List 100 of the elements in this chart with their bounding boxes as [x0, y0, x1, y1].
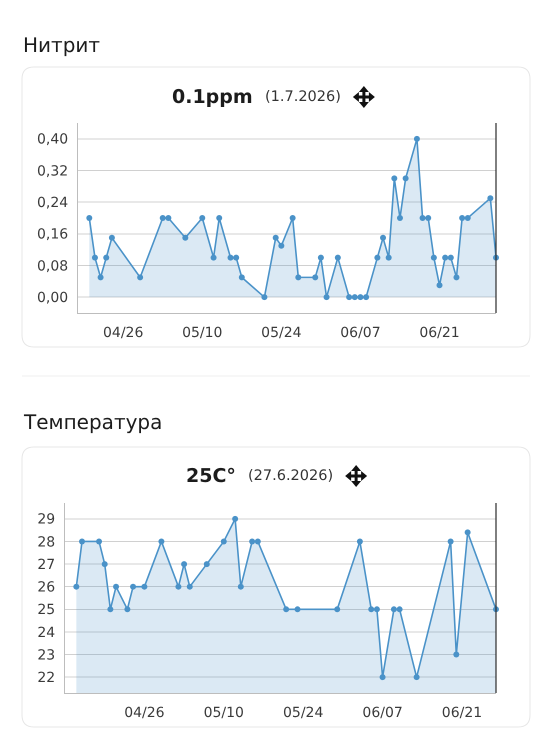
point [396, 215, 403, 221]
chart-title: Температура [23, 410, 162, 434]
y-tick-label: 28 [37, 534, 56, 550]
text: (1.7.2026) [265, 89, 341, 105]
chart-subtitle: 25C° [186, 465, 236, 487]
point [220, 538, 227, 544]
point [238, 274, 245, 280]
point [436, 282, 443, 288]
point [181, 561, 188, 568]
point [124, 606, 130, 612]
y-tick-label: 26 [37, 580, 56, 596]
point [113, 584, 120, 590]
x-tick-label: 05/10 [182, 324, 222, 341]
point [238, 584, 244, 590]
point [459, 215, 466, 221]
point [386, 254, 392, 261]
point [103, 254, 110, 261]
point [391, 175, 398, 182]
point [79, 538, 86, 544]
point [96, 538, 102, 544]
y-tick-label: 27 [37, 556, 56, 573]
point [346, 294, 352, 300]
point [272, 234, 279, 241]
y-tick-label: 24 [37, 624, 56, 641]
point [165, 215, 172, 221]
point [86, 215, 92, 221]
point [294, 606, 301, 612]
point [261, 294, 268, 300]
point [334, 254, 341, 261]
point [442, 254, 448, 261]
point [420, 215, 426, 221]
point [232, 516, 238, 522]
point [283, 606, 290, 612]
point [210, 254, 217, 261]
y-tick-label: 0,32 [37, 163, 68, 180]
point [487, 195, 494, 202]
point [414, 674, 420, 680]
x-tick-label: 05/24 [261, 324, 302, 341]
point [357, 294, 364, 300]
point [374, 254, 380, 261]
point [137, 274, 144, 280]
point [318, 254, 324, 261]
y-tick-label: 23 [37, 647, 56, 664]
point [396, 606, 403, 612]
point [141, 584, 148, 590]
point [233, 254, 240, 261]
point [175, 584, 182, 590]
point [312, 274, 318, 280]
point [73, 584, 80, 590]
y-tick-label: 29 [37, 512, 56, 528]
x-tick-label: 05/24 [283, 704, 324, 721]
point [108, 234, 115, 241]
point [182, 234, 188, 241]
point [186, 584, 193, 590]
point [464, 529, 471, 536]
point [130, 584, 136, 590]
point [249, 538, 256, 544]
point [402, 175, 409, 182]
point [380, 674, 386, 680]
point [390, 606, 397, 612]
point [204, 561, 210, 568]
point [158, 538, 164, 544]
point [107, 606, 114, 612]
y-tick-label: 0,16 [37, 226, 68, 243]
x-tick-label: 04/26 [124, 704, 165, 721]
point [334, 606, 340, 612]
y-tick-label: 0,40 [37, 132, 68, 148]
point [228, 254, 234, 261]
point [414, 136, 420, 142]
x-tick-label: 05/10 [204, 704, 244, 721]
y-tick-label: 25 [37, 602, 56, 618]
point [448, 538, 454, 544]
point [278, 242, 284, 249]
x-tick-label: 04/26 [103, 324, 144, 341]
y-tick-label: 0,24 [37, 195, 68, 212]
x-tick-label: 06/07 [362, 704, 403, 721]
point [254, 538, 261, 544]
text: (27.6.2026) [248, 468, 334, 484]
point [98, 274, 104, 280]
y-tick-label: 0,08 [37, 258, 68, 274]
point [363, 294, 370, 300]
point [199, 215, 206, 221]
point [464, 215, 471, 221]
chart-subtitle: 0.1ppm [172, 86, 253, 108]
point [290, 215, 296, 221]
chart-title: Нитрит [23, 33, 100, 57]
point [295, 274, 302, 280]
point [425, 215, 432, 221]
point [448, 254, 454, 261]
point [102, 561, 108, 568]
point [453, 652, 460, 658]
y-tick-label: 22 [37, 670, 56, 686]
point [368, 606, 374, 612]
point [430, 254, 437, 261]
point [160, 215, 166, 221]
x-tick-label: 06/21 [442, 704, 482, 721]
point [92, 254, 98, 261]
point [374, 606, 380, 612]
x-tick-label: 06/21 [419, 324, 460, 341]
point [216, 215, 222, 221]
